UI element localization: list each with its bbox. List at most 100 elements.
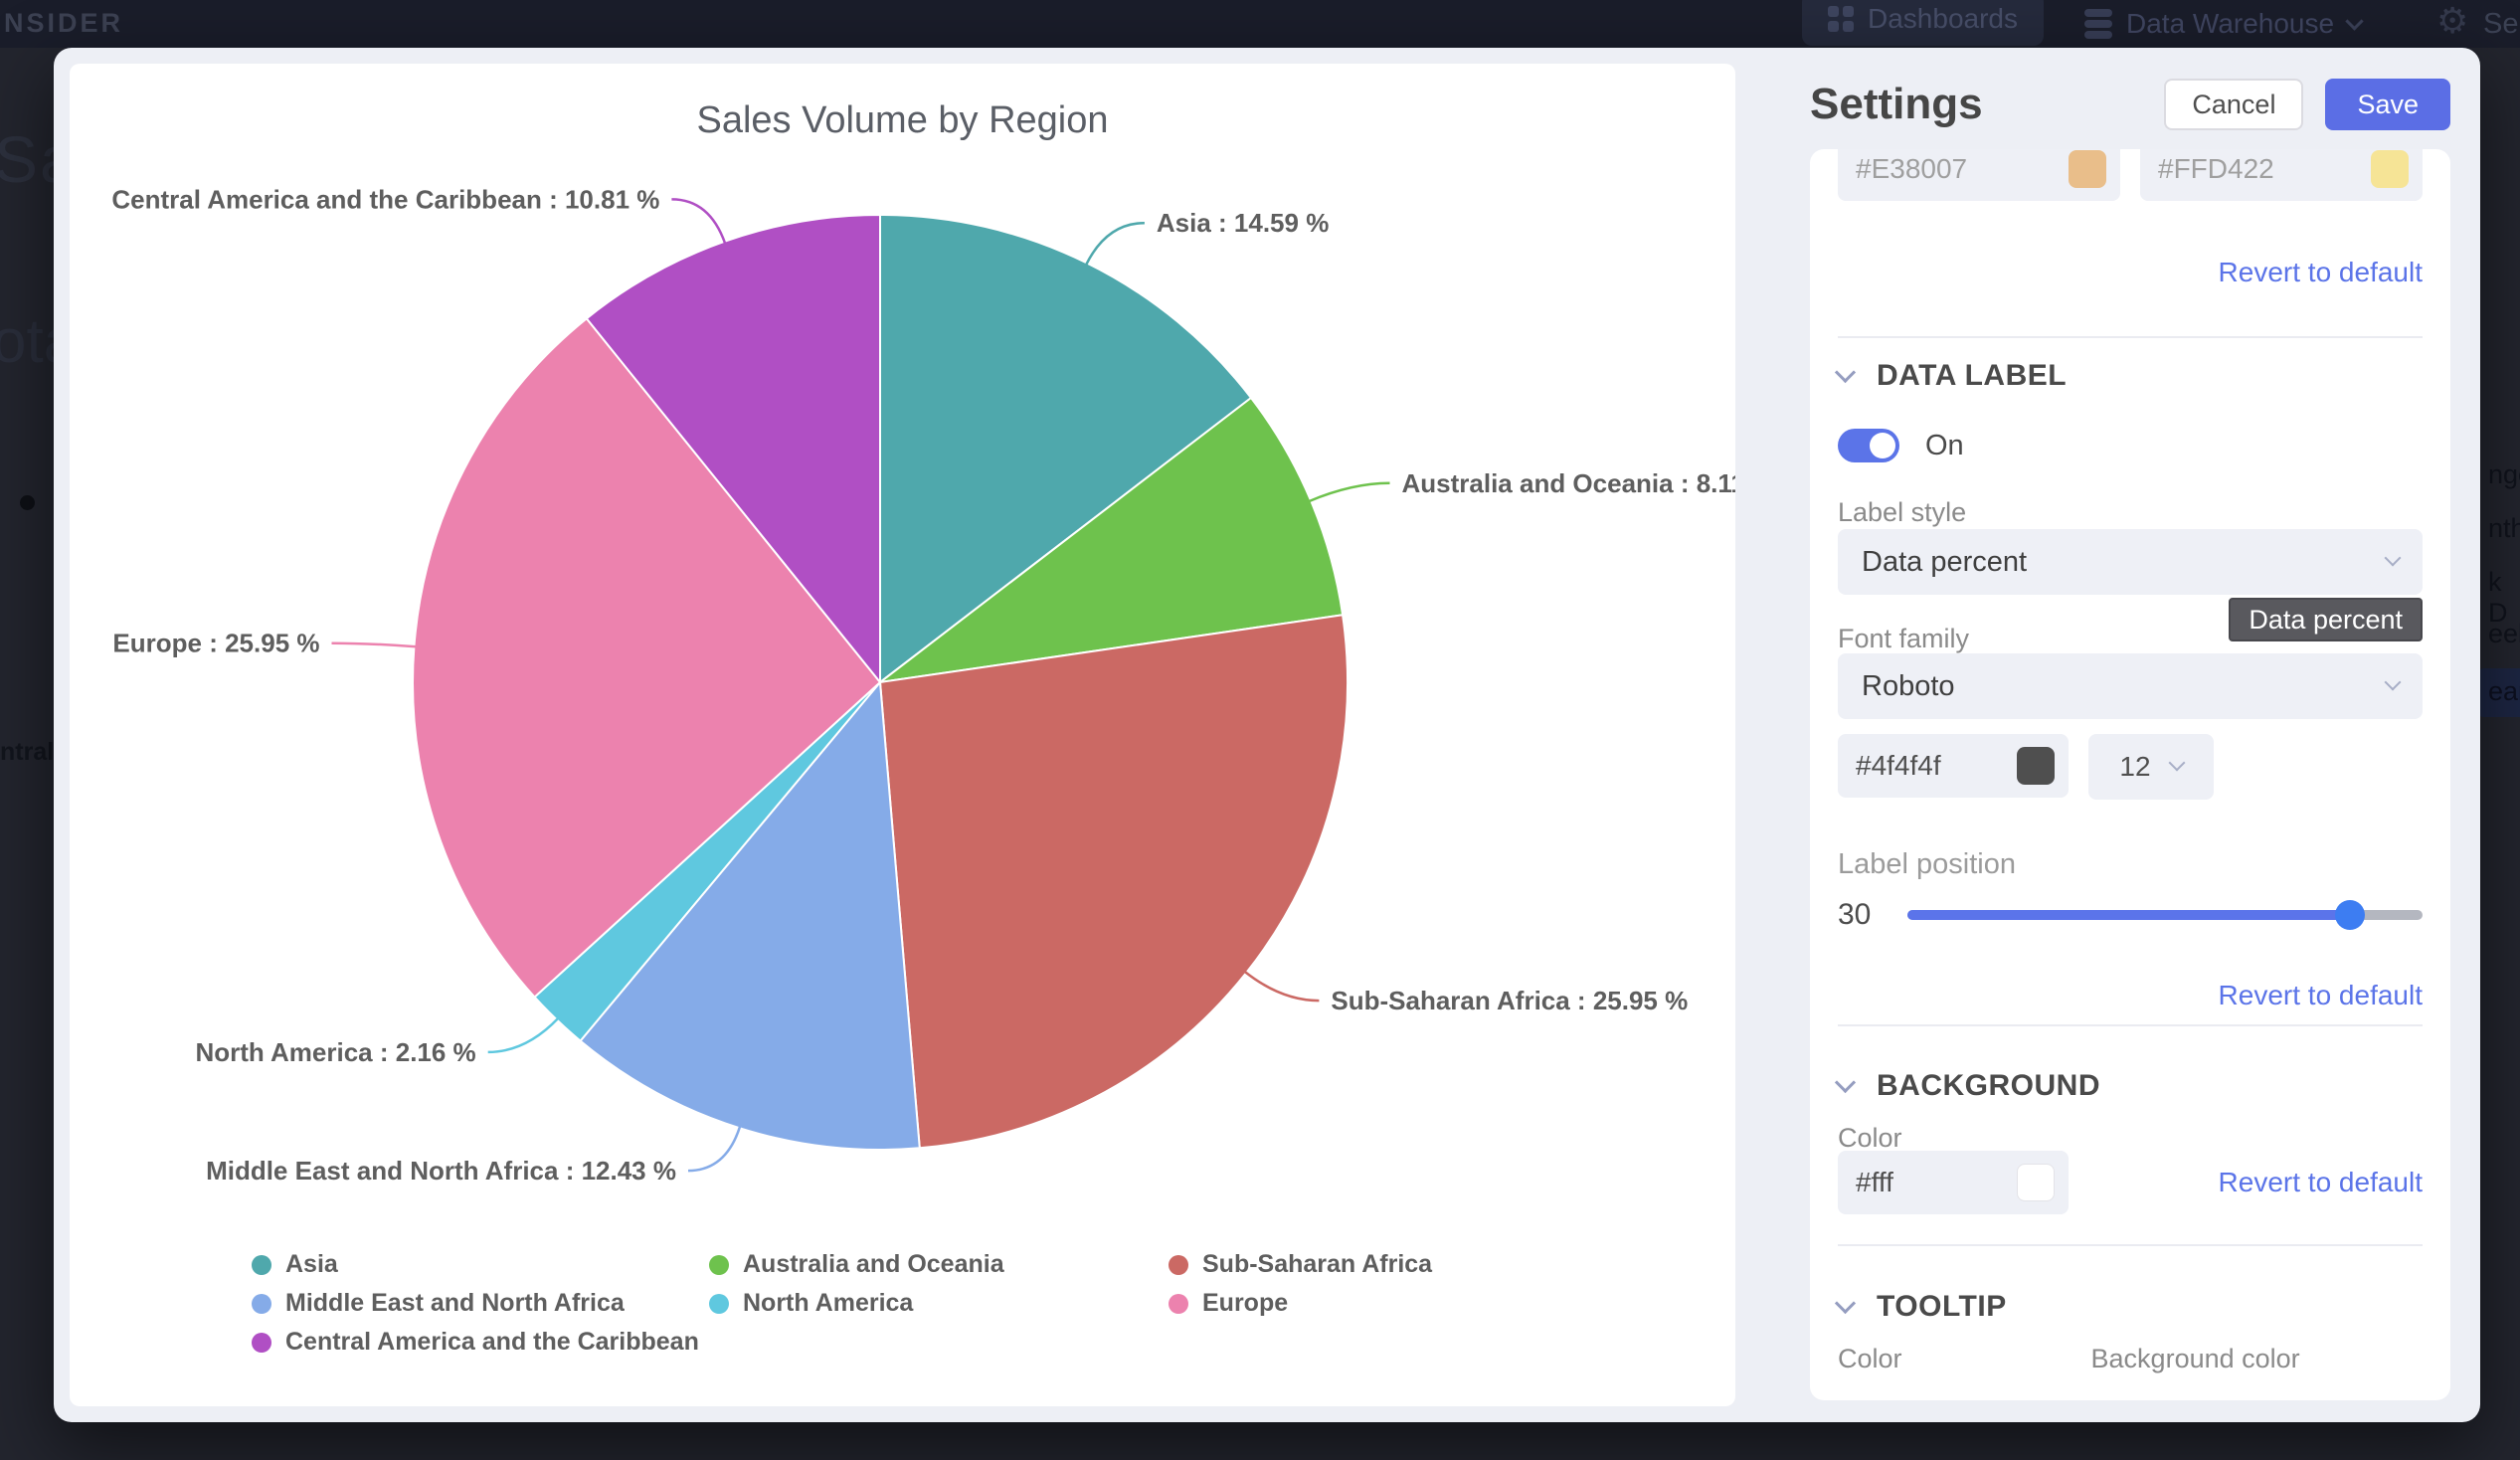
background-color-hex: #fff <box>1856 1167 1893 1197</box>
nav-dashboards-label: Dashboards <box>1868 3 2018 34</box>
legend-item[interactable]: Europe <box>1169 1284 1628 1323</box>
legend-item[interactable]: Central America and the Caribbean <box>252 1323 709 1362</box>
legend-item[interactable]: Middle East and North Africa <box>252 1284 709 1323</box>
legend-item[interactable]: North America <box>709 1284 1169 1323</box>
nav-dashboards-button[interactable]: Dashboards <box>1802 0 2044 46</box>
label-style-value: Data percent <box>1862 545 2028 578</box>
chevron-down-icon <box>2345 11 2364 31</box>
revert-to-default-link[interactable]: Revert to default <box>2218 980 2423 1010</box>
chevron-down-icon <box>2168 754 2186 772</box>
legend-item[interactable]: Sub-Saharan Africa <box>1169 1245 1628 1284</box>
settings-card: #E38007 #FFD422 Revert to default DATA L… <box>1810 149 2450 1400</box>
save-button[interactable]: Save <box>2325 79 2450 130</box>
font-family-label: Font family <box>1838 624 1970 653</box>
legend-dot <box>709 1293 729 1314</box>
legend-dot <box>252 1254 271 1275</box>
tooltip-color-labels-row: Color Background color <box>1838 1344 2423 1373</box>
pie-label-line <box>487 1017 560 1054</box>
font-family-value: Roboto <box>1862 669 1955 702</box>
section-divider <box>1838 1024 2423 1026</box>
data-label-toggle[interactable] <box>1838 429 1899 462</box>
pie-label-line <box>1084 221 1145 266</box>
pie-chart-svg: Asia : 14.59 % Australia and Oceania : 8.… <box>111 184 1736 1186</box>
legend-label: Asia <box>285 1250 338 1278</box>
background-color-label: Color <box>1838 1123 1902 1153</box>
series-color-swatch-2[interactable] <box>2371 150 2409 188</box>
pie-slice[interactable] <box>878 614 1349 1150</box>
brand-logo: NSIDER <box>4 8 124 38</box>
label-position-slider-row: 30 <box>1838 898 2423 931</box>
pie-label: Asia : 14.59 % <box>1157 208 1329 238</box>
top-navigation-bar: NSIDER Dashboards Data Warehouse ⚙ Se <box>0 0 2520 48</box>
font-family-label-row: Font family Data percent <box>1838 598 2423 655</box>
label-position-thumb[interactable] <box>2335 900 2366 930</box>
pie-label-line <box>1308 481 1390 503</box>
pie-label: Australia and Oceania : 8.11 % <box>1402 468 1736 498</box>
chevron-down-icon <box>1834 361 1857 383</box>
series-color-input-1[interactable]: #E38007 <box>1838 149 2120 201</box>
legend-label: Middle East and North Africa <box>285 1289 625 1317</box>
nav-data-warehouse-label: Data Warehouse <box>2126 8 2335 39</box>
cancel-button[interactable]: Cancel <box>2164 79 2304 130</box>
tooltip-section-header[interactable]: TOOLTIP <box>1834 1289 2423 1325</box>
series-color-hex-2: #FFD422 <box>2158 153 2274 184</box>
font-size-select[interactable]: 12 <box>2088 734 2214 800</box>
label-position-slider[interactable] <box>1907 900 2423 930</box>
pie-label-line <box>671 198 727 245</box>
font-color-hex: #4f4f4f <box>1856 750 1941 781</box>
background-menu-fragment-selected: ear <box>2476 668 2520 717</box>
font-size-value: 12 <box>2119 751 2151 782</box>
toggle-knob <box>1870 433 1895 458</box>
label-position-fill <box>1907 910 2351 920</box>
legend-label: Central America and the Caribbean <box>285 1328 699 1356</box>
data-label-toggle-row: On <box>1838 424 2423 467</box>
font-color-swatch[interactable] <box>2017 747 2055 785</box>
chevron-down-icon <box>2384 549 2402 567</box>
legend-dot <box>1169 1254 1188 1275</box>
series-color-row: #E38007 #FFD422 <box>1838 149 2423 201</box>
pie-label: Central America and the Caribbean : 10.8… <box>111 184 659 214</box>
chart-card: Asia : 14.59 % Australia and Oceania : 8.… <box>70 64 1735 1406</box>
background-bullet <box>20 495 35 510</box>
dashboards-grid-icon <box>1828 6 1854 32</box>
label-style-label: Label style <box>1838 497 1967 527</box>
pie-label-line <box>687 1125 742 1173</box>
label-position-label: Label position <box>1838 848 2016 880</box>
pie-label: Europe : 25.95 % <box>112 629 319 658</box>
legend-item[interactable]: Asia <box>252 1245 709 1284</box>
font-color-size-row: #4f4f4f 12 <box>1838 734 2423 800</box>
background-menu-fragment: nth <box>2488 513 2520 543</box>
revert-to-default-link[interactable]: Revert to default <box>2218 257 2423 287</box>
background-menu-fragment: eek <box>2488 619 2520 648</box>
series-color-swatch-1[interactable] <box>2069 150 2106 188</box>
legend-dot <box>252 1332 271 1353</box>
background-menu-fragment: nge <box>2488 459 2520 489</box>
nav-settings-label: Se <box>2483 8 2519 40</box>
pie-label-line <box>331 641 417 648</box>
gear-icon[interactable]: ⚙ <box>2436 0 2469 41</box>
label-style-dropdown[interactable]: Data percent <box>1838 529 2423 595</box>
settings-header: Settings Cancel Save <box>1810 70 2450 139</box>
toggle-state-label: On <box>1925 429 1964 461</box>
chart-legend: Asia Australia and Oceania Sub-Saharan Afr… <box>252 1245 1628 1362</box>
chevron-down-icon <box>1834 1292 1857 1314</box>
font-color-input[interactable]: #4f4f4f <box>1838 734 2069 798</box>
legend-item[interactable]: Australia and Oceania <box>709 1245 1169 1284</box>
chevron-down-icon <box>2384 673 2402 691</box>
settings-title: Settings <box>1810 80 1983 128</box>
legend-label: Australia and Oceania <box>743 1250 1004 1278</box>
revert-to-default-link[interactable]: Revert to default <box>2218 1167 2423 1197</box>
background-text-fragment: ntral <box>0 738 55 766</box>
database-icon <box>2084 9 2112 39</box>
background-heading: BACKGROUND <box>1877 1069 2100 1102</box>
pie-label: North America : 2.16 % <box>195 1037 475 1067</box>
series-color-input-2[interactable]: #FFD422 <box>2140 149 2423 201</box>
font-family-dropdown[interactable]: Roboto <box>1838 653 2423 719</box>
legend-dot <box>252 1293 271 1314</box>
background-section-header[interactable]: BACKGROUND <box>1834 1068 2423 1104</box>
nav-data-warehouse-button[interactable]: Data Warehouse <box>2084 2 2364 46</box>
data-label-section-header[interactable]: DATA LABEL <box>1834 358 2423 394</box>
background-color-input[interactable]: #fff <box>1838 1151 2069 1214</box>
chevron-down-icon <box>1834 1071 1857 1093</box>
background-color-swatch[interactable] <box>2017 1164 2055 1201</box>
